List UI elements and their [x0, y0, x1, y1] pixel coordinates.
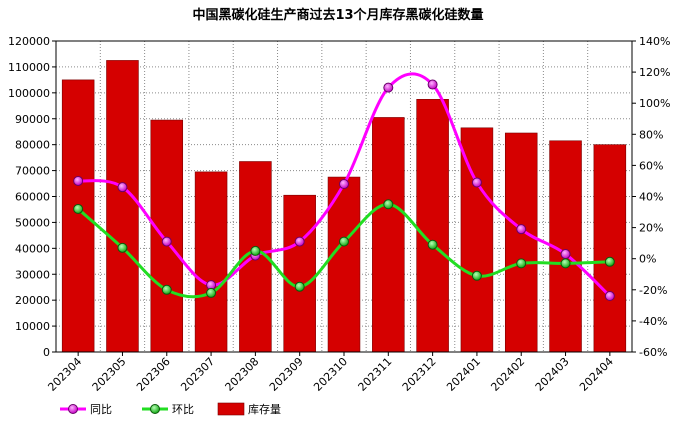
right-tick-label: -60% [639, 346, 667, 359]
left-tick-label: 0 [43, 346, 50, 359]
legend-label-同比: 同比 [90, 403, 112, 416]
left-tick-label: 40000 [15, 242, 50, 255]
bar-202402 [504, 132, 538, 353]
x-tick-label: 202308 [223, 355, 262, 394]
right-tick-label: 40% [639, 191, 663, 204]
point-环比-202404 [604, 256, 615, 267]
bar-202304 [61, 79, 95, 353]
point-环比-202308 [250, 245, 261, 256]
point-环比-202305 [117, 242, 128, 253]
left-tick-label: 100000 [8, 87, 50, 100]
right-tick-label: 120% [639, 66, 670, 79]
point-同比-202401 [471, 177, 482, 188]
legend-marker-同比 [68, 404, 78, 414]
point-同比-202312 [427, 79, 438, 90]
left-tick-label: 90000 [15, 113, 50, 126]
x-tick-label: 202402 [488, 355, 527, 394]
x-tick-label: 202305 [90, 355, 129, 394]
point-环比-202310 [339, 236, 349, 247]
left-tick-label: 30000 [15, 268, 50, 281]
point-环比-202403 [560, 258, 571, 269]
bar-202310 [327, 176, 361, 353]
right-tick-label: 60% [639, 159, 663, 172]
point-环比-202402 [516, 258, 527, 269]
legend-label-库存量: 库存量 [248, 402, 281, 416]
x-tick-label: 202307 [178, 355, 217, 394]
right-tick-label: 0% [639, 253, 656, 266]
bar-202307 [194, 171, 228, 353]
left-tick-label: 80000 [15, 139, 50, 152]
point-同比-202404 [604, 291, 615, 302]
left-tick-label: 10000 [15, 320, 50, 333]
right-tick-label: -20% [639, 284, 667, 297]
right-tick-label: 80% [639, 128, 663, 141]
left-tick-label: 60000 [15, 191, 50, 204]
right-tick-label: 100% [639, 97, 670, 110]
x-tick-label: 202312 [400, 355, 439, 394]
point-同比-202311 [383, 82, 394, 93]
point-同比-202305 [117, 182, 128, 193]
x-tick-label: 202309 [267, 355, 306, 394]
legend: 同比 环比 库存量 [60, 402, 281, 416]
point-同比-202403 [560, 249, 571, 260]
x-tick-label: 202304 [45, 355, 84, 394]
left-tick-label: 20000 [15, 294, 50, 307]
x-tick-label: 202404 [577, 355, 616, 394]
legend-marker-环比 [150, 404, 160, 414]
bar-202309 [283, 194, 316, 353]
point-同比-202304 [73, 175, 84, 186]
bar-202401 [460, 127, 494, 353]
point-环比-202311 [383, 199, 394, 210]
point-环比-202401 [471, 270, 482, 281]
x-tick-label: 202310 [311, 355, 350, 394]
x-tick-label: 202311 [356, 355, 395, 394]
legend-label-环比: 环比 [172, 403, 194, 416]
left-tick-label: 110000 [8, 61, 50, 74]
x-tick-label: 202306 [134, 355, 173, 394]
right-tick-label: 140% [639, 35, 670, 48]
left-tick-label: 70000 [15, 165, 50, 178]
right-tick-label: -40% [639, 315, 667, 328]
line-series [73, 72, 615, 302]
x-tick-label: 202403 [533, 355, 572, 394]
point-环比-202304 [73, 203, 84, 214]
legend-swatch-库存量 [217, 402, 245, 416]
left-tick-label: 50000 [15, 216, 50, 229]
point-环比-202307 [206, 287, 217, 298]
x-tick-label: 202401 [444, 355, 483, 394]
point-同比-202309 [294, 236, 305, 247]
point-同比-202306 [161, 236, 172, 247]
point-环比-202312 [427, 239, 438, 250]
chart-title: 中国黑碳化硅生产商过去13个月库存黑碳化硅数量 [192, 7, 483, 23]
point-环比-202309 [294, 281, 305, 292]
point-同比-202310 [339, 179, 349, 190]
bar-202404 [593, 144, 627, 353]
bar-202312 [416, 99, 449, 353]
bar-202305 [106, 60, 139, 353]
bar-202306 [150, 119, 184, 353]
point-同比-202402 [516, 224, 527, 235]
bar-202311 [372, 117, 405, 353]
point-环比-202306 [161, 284, 172, 295]
left-tick-label: 120000 [8, 35, 50, 48]
right-tick-label: 20% [639, 222, 663, 235]
